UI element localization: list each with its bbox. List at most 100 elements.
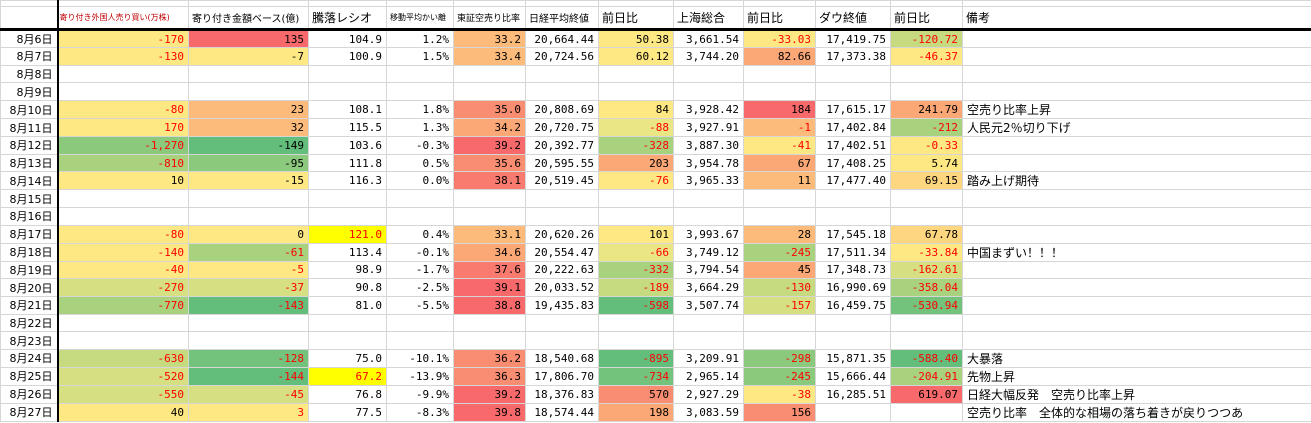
cell-shanghai-change[interactable] xyxy=(743,207,816,226)
cell-tosho-karauri-hiritsu[interactable] xyxy=(453,331,526,350)
cell-shanghai-change[interactable]: -1 xyxy=(743,118,816,138)
cell-tosho-karauri-hiritsu[interactable]: 38.1 xyxy=(453,171,526,191)
cell-yoritsuki-kingaku-base-oku[interactable]: -128 xyxy=(188,348,309,368)
cell-shanghai-composite[interactable] xyxy=(673,207,744,226)
date-cell[interactable]: 8月23日 xyxy=(0,331,59,350)
cell-touraku-ratio[interactable]: 90.8 xyxy=(308,278,387,297)
cell-dow-change[interactable]: -588.40 xyxy=(890,348,963,368)
cell-touraku-ratio[interactable] xyxy=(308,64,387,84)
cell-yoritsuki-kingaku-base-oku[interactable] xyxy=(188,313,309,333)
date-cell[interactable]: 8月9日 xyxy=(0,82,59,102)
cell-touraku-ratio[interactable]: 108.1 xyxy=(308,100,387,120)
cell-dow-close[interactable]: 16,990.69 xyxy=(815,278,891,297)
cell-shanghai-change[interactable]: -38 xyxy=(743,384,816,404)
date-cell[interactable]: 8月12日 xyxy=(0,136,59,155)
cell-shanghai-change[interactable]: -130 xyxy=(743,278,816,297)
cell-yoritsuki-kingaku-base-oku[interactable]: -95 xyxy=(188,153,309,173)
corner-header[interactable] xyxy=(0,6,59,31)
cell-yoritsuki-kingaku-base-oku[interactable]: 135 xyxy=(188,29,309,48)
cell-nikkei-change[interactable] xyxy=(598,189,674,209)
cell-nikkei-close[interactable] xyxy=(525,64,599,84)
cell-touraku-ratio[interactable]: 111.8 xyxy=(308,153,387,173)
cell-shanghai-change[interactable]: 28 xyxy=(743,224,816,244)
cell-yoritsuki-gaikokujin-urikai-mankabu[interactable]: 10 xyxy=(57,171,189,191)
remark-cell[interactable] xyxy=(962,64,1311,84)
remark-cell[interactable] xyxy=(962,136,1311,155)
cell-dow-close[interactable] xyxy=(815,207,891,226)
cell-idou-heikin-kairi[interactable]: -2.5% xyxy=(386,278,454,297)
cell-shanghai-composite[interactable]: 3,993.67 xyxy=(673,224,744,244)
cell-shanghai-change[interactable] xyxy=(743,189,816,209)
cell-touraku-ratio[interactable]: 81.0 xyxy=(308,295,387,315)
cell-nikkei-close[interactable]: 18,376.83 xyxy=(525,384,599,404)
cell-yoritsuki-gaikokujin-urikai-mankabu[interactable]: -630 xyxy=(57,348,189,368)
cell-dow-close[interactable]: 17,511.34 xyxy=(815,242,891,262)
date-cell[interactable]: 8月18日 xyxy=(0,242,59,262)
cell-idou-heikin-kairi[interactable]: 1.2% xyxy=(386,29,454,48)
cell-touraku-ratio[interactable]: 113.4 xyxy=(308,242,387,262)
cell-dow-close[interactable]: 17,615.17 xyxy=(815,100,891,120)
cell-shanghai-composite[interactable] xyxy=(673,331,744,350)
cell-dow-change[interactable] xyxy=(890,207,963,226)
cell-idou-heikin-kairi[interactable] xyxy=(386,331,454,350)
cell-shanghai-composite[interactable]: 3,507.74 xyxy=(673,295,744,315)
cell-yoritsuki-kingaku-base-oku[interactable] xyxy=(188,331,309,350)
cell-touraku-ratio[interactable]: 104.9 xyxy=(308,29,387,48)
cell-dow-change[interactable]: -46.37 xyxy=(890,47,963,66)
cell-touraku-ratio[interactable]: 121.0 xyxy=(308,224,387,244)
cell-dow-close[interactable] xyxy=(815,402,891,422)
cell-shanghai-change[interactable]: 11 xyxy=(743,171,816,191)
cell-yoritsuki-gaikokujin-urikai-mankabu[interactable] xyxy=(57,207,189,226)
remark-cell[interactable]: 空売り比率上昇 xyxy=(962,100,1311,120)
remark-cell[interactable] xyxy=(962,295,1311,315)
cell-shanghai-change[interactable]: -157 xyxy=(743,295,816,315)
cell-idou-heikin-kairi[interactable]: -0.1% xyxy=(386,242,454,262)
date-cell[interactable]: 8月17日 xyxy=(0,224,59,244)
cell-nikkei-change[interactable] xyxy=(598,64,674,84)
remark-cell[interactable]: 日経大幅反発 空売り比率上昇 xyxy=(962,384,1311,404)
cell-yoritsuki-gaikokujin-urikai-mankabu[interactable]: -270 xyxy=(57,278,189,297)
column-header-yoritsuki-kingaku-base-oku[interactable]: 寄り付き金額ベース(億) xyxy=(188,6,309,31)
cell-shanghai-composite[interactable] xyxy=(673,189,744,209)
cell-yoritsuki-gaikokujin-urikai-mankabu[interactable]: 40 xyxy=(57,402,189,422)
cell-nikkei-change[interactable]: 50.38 xyxy=(598,29,674,48)
cell-tosho-karauri-hiritsu[interactable]: 39.2 xyxy=(453,136,526,155)
cell-yoritsuki-kingaku-base-oku[interactable]: -143 xyxy=(188,295,309,315)
date-cell[interactable]: 8月21日 xyxy=(0,295,59,315)
cell-yoritsuki-gaikokujin-urikai-mankabu[interactable] xyxy=(57,331,189,350)
cell-dow-change[interactable]: 619.07 xyxy=(890,384,963,404)
cell-yoritsuki-kingaku-base-oku[interactable] xyxy=(188,64,309,84)
cell-dow-change[interactable]: -120.72 xyxy=(890,29,963,48)
cell-nikkei-close[interactable]: 20,664.44 xyxy=(525,29,599,48)
cell-nikkei-change[interactable]: -328 xyxy=(598,136,674,155)
cell-shanghai-composite[interactable]: 3,661.54 xyxy=(673,29,744,48)
cell-dow-close[interactable]: 16,459.75 xyxy=(815,295,891,315)
remark-cell[interactable]: 踏み上げ期待 xyxy=(962,171,1311,191)
cell-nikkei-change[interactable]: -332 xyxy=(598,260,674,280)
column-header-idou-heikin-kairi[interactable]: 移動平均かい離 xyxy=(386,6,454,31)
cell-yoritsuki-kingaku-base-oku[interactable]: -5 xyxy=(188,260,309,280)
cell-idou-heikin-kairi[interactable] xyxy=(386,82,454,102)
cell-dow-close[interactable]: 17,477.40 xyxy=(815,171,891,191)
remark-cell[interactable] xyxy=(962,47,1311,66)
cell-touraku-ratio[interactable] xyxy=(308,331,387,350)
cell-nikkei-change[interactable]: -598 xyxy=(598,295,674,315)
cell-shanghai-change[interactable] xyxy=(743,82,816,102)
cell-yoritsuki-gaikokujin-urikai-mankabu[interactable]: -80 xyxy=(57,100,189,120)
cell-shanghai-change[interactable]: 67 xyxy=(743,153,816,173)
date-cell[interactable]: 8月6日 xyxy=(0,29,59,48)
cell-dow-close[interactable]: 17,402.84 xyxy=(815,118,891,138)
cell-tosho-karauri-hiritsu[interactable]: 36.3 xyxy=(453,366,526,386)
cell-dow-close[interactable]: 17,348.73 xyxy=(815,260,891,280)
cell-dow-change[interactable] xyxy=(890,402,963,422)
cell-nikkei-close[interactable]: 18,574.44 xyxy=(525,402,599,422)
cell-dow-change[interactable] xyxy=(890,313,963,333)
cell-nikkei-change[interactable]: -88 xyxy=(598,118,674,138)
cell-tosho-karauri-hiritsu[interactable]: 38.8 xyxy=(453,295,526,315)
date-cell[interactable]: 8月19日 xyxy=(0,260,59,280)
remark-cell[interactable]: 大暴落 xyxy=(962,348,1311,368)
cell-yoritsuki-kingaku-base-oku[interactable]: -144 xyxy=(188,366,309,386)
cell-shanghai-change[interactable]: -245 xyxy=(743,242,816,262)
cell-yoritsuki-gaikokujin-urikai-mankabu[interactable]: -170 xyxy=(57,29,189,48)
cell-tosho-karauri-hiritsu[interactable] xyxy=(453,207,526,226)
